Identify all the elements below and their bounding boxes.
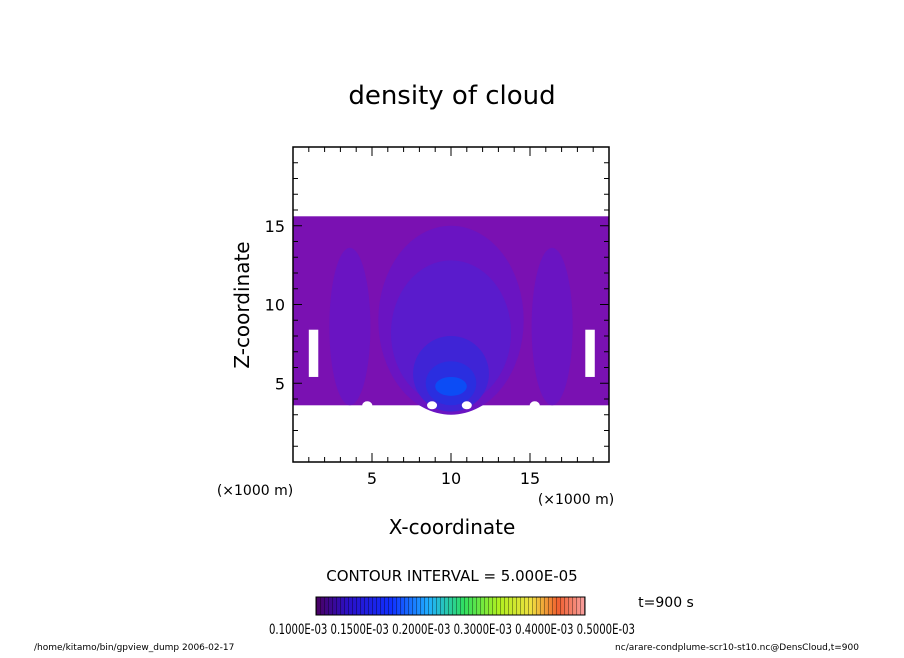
x-tick-label: 15 <box>520 469 540 488</box>
cloud-contours <box>293 216 609 415</box>
contour-interval-text: CONTOUR INTERVAL = 5.000E-05 <box>326 567 577 585</box>
cloud-gap-right <box>585 329 595 377</box>
x-unit-label: (×1000 m) <box>538 492 614 508</box>
contour-band-right <box>531 247 573 406</box>
footer-left: /home/kitamo/bin/gpview_dump 2006-02-17 <box>34 643 234 653</box>
y-tick-label: 5 <box>275 374 285 393</box>
cloud-notch <box>529 401 540 410</box>
colorbar-tick-labels: 0.1000E-03 0.1500E-03 0.2000E-03 0.3000E… <box>269 622 635 638</box>
cloud-notch <box>461 401 472 410</box>
footer-right: nc/arare-condplume-scr10-st10.nc@DensClo… <box>615 643 859 653</box>
x-axis-label: X-coordinate <box>389 515 516 539</box>
y-axis-label: Z-coordinate <box>230 241 254 368</box>
contour-band-left <box>329 247 371 406</box>
time-label: t=900 s <box>638 595 694 611</box>
y-unit-label: (×1000 m) <box>217 483 293 499</box>
y-tick-label: 10 <box>265 296 285 315</box>
cloud-notch <box>427 401 438 410</box>
cloud-notch <box>362 401 373 410</box>
colorbar-frame <box>315 596 586 616</box>
y-tick-label: 15 <box>265 217 285 236</box>
chart-title: density of cloud <box>348 81 555 111</box>
axis-ticks: 5 10 15 5 10 15 <box>265 147 609 488</box>
contour-core <box>435 376 467 396</box>
x-tick-label: 10 <box>441 469 461 488</box>
colorbar-divisions <box>316 597 585 615</box>
x-tick-label: 5 <box>367 469 377 488</box>
cloud-gap-left <box>308 329 319 377</box>
